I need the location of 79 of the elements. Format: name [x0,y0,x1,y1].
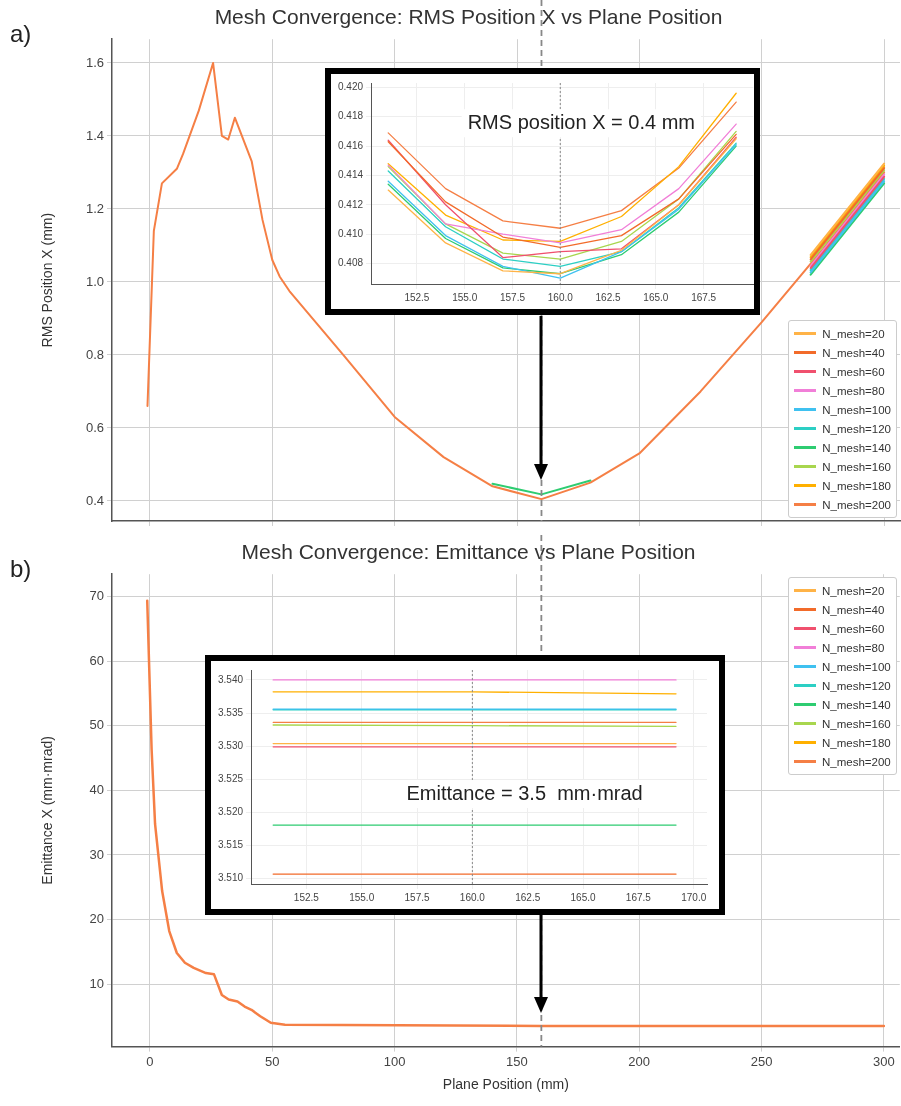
legend-label: N_mesh=60 [822,622,885,635]
x-tick-label: 100 [383,1053,406,1069]
y-tick-label: 3.530 [217,739,244,751]
x-tick-label: 165.0 [570,891,596,903]
y-tick-label: 3.525 [217,773,244,785]
text: b) [10,555,32,582]
annotation: RMS position X = 0.4 mm [467,110,695,133]
x-tick-label: 170.0 [681,891,707,903]
y-tick-label: 0.408 [337,257,364,269]
x-tick-label: 157.5 [404,891,430,903]
x-tick-label: 300 [873,1053,895,1069]
x-tick-label: 162.5 [595,291,622,303]
y-tick-label: 1.6 [85,54,104,70]
x-axis-title: Plane Position (mm) [442,1076,569,1093]
legend-label: N_mesh=20 [822,327,885,340]
y-tick-label: 60 [89,652,104,668]
x-tick-label: 152.5 [404,291,430,303]
y-tick-label: 0.4 [85,492,104,508]
y-tick-label: 3.540 [217,673,244,685]
x-tick-label: 152.5 [293,891,320,903]
y-tick-label: 70 [89,588,104,604]
y-tick-label: 0.412 [337,198,364,210]
x-tick-label: 0 [146,1053,154,1069]
legend-label: N_mesh=200 [822,755,891,768]
y-tick-label: 50 [89,717,104,733]
legend-label: N_mesh=160 [822,717,891,730]
legend-label: N_mesh=80 [822,384,885,397]
y-tick-label: 10 [89,975,104,991]
x-tick-label: 160.0 [547,291,574,303]
legend-label: N_mesh=100 [822,660,891,673]
chart-title: Mesh Convergence: Emittance vs Plane Position [241,540,696,564]
y-tick-label: 3.535 [217,706,244,718]
y-tick-label: 20 [89,911,104,927]
legend-label: N_mesh=160 [822,460,891,473]
y-tick-label: 1.4 [85,127,104,143]
y-tick-label: 0.8 [85,346,104,362]
text: a) [10,20,32,47]
y-tick-label: 0.6 [85,419,104,435]
legend-label: N_mesh=40 [822,346,885,359]
x-tick-label: 50 [265,1053,280,1069]
y-tick-label: 3.510 [217,872,244,884]
y-tick-label: 40 [89,781,104,797]
x-tick-label: 160.0 [459,891,486,903]
legend-label: N_mesh=180 [822,736,891,749]
legend-label: N_mesh=140 [822,698,891,711]
y-tick-label: 3.515 [217,839,244,851]
x-tick-label: 157.5 [499,291,526,303]
y-tick-label: 1.2 [85,200,104,216]
y-axis-title: RMS Position X (mm) [39,212,56,348]
y-tick-label: 1.0 [85,273,104,289]
y-tick-label: 30 [89,846,104,862]
y-axis-title: Emittance X (mm·mrad) [39,736,56,885]
x-tick-label: 155.0 [452,291,478,303]
legend-label: N_mesh=180 [822,479,891,492]
legend-label: N_mesh=20 [822,584,885,597]
legend-label: N_mesh=140 [822,441,891,454]
x-tick-label: 200 [628,1053,651,1069]
x-tick-label: 165.0 [643,291,669,303]
x-tick-label: 250 [750,1053,773,1069]
legend-label: N_mesh=80 [822,641,885,654]
legend-label: N_mesh=120 [822,422,891,435]
x-tick-label: 162.5 [515,891,541,903]
y-tick-label: 0.418 [337,110,364,122]
y-tick-label: 0.410 [337,227,364,239]
legend-label: N_mesh=40 [822,603,885,616]
legend-label: N_mesh=200 [822,498,891,511]
x-tick-label: 150 [506,1053,528,1069]
y-tick-label: 0.414 [337,169,364,181]
legend-label: N_mesh=120 [822,679,891,692]
y-tick-label: 3.520 [217,806,244,818]
x-tick-label: 155.0 [349,891,375,903]
x-tick-label: 167.5 [625,891,652,903]
x-tick-label: 167.5 [691,291,717,303]
y-tick-label: 0.420 [337,81,364,93]
legend-label: N_mesh=100 [822,403,891,416]
y-tick-label: 0.416 [337,139,364,151]
chart-title: Mesh Convergence: RMS Position X vs Plane Position [214,5,723,29]
legend-label: N_mesh=60 [822,365,885,378]
annotation: Emittance = 3.5 mm·mrad [406,781,643,804]
